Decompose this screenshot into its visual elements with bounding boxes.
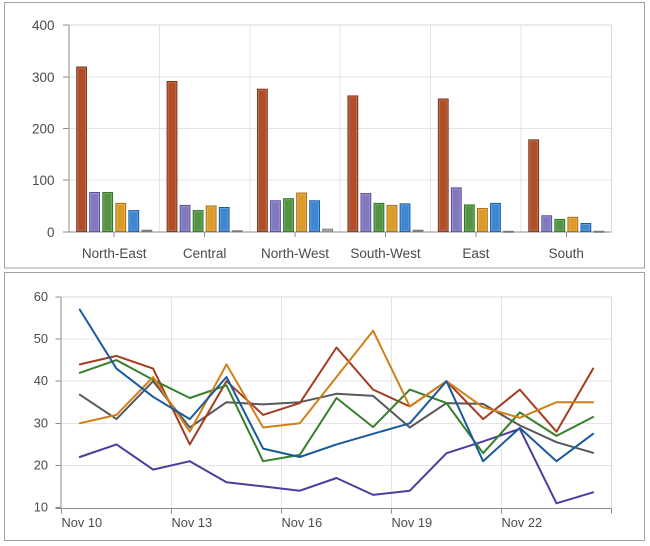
svg-text:0: 0 [47,225,55,240]
svg-text:Nov 22: Nov 22 [502,515,543,530]
svg-text:North-West: North-West [261,246,329,261]
svg-text:South: South [549,246,584,261]
svg-text:Nov 10: Nov 10 [62,515,103,530]
svg-text:50: 50 [34,331,48,346]
svg-text:East: East [462,246,489,261]
svg-text:300: 300 [32,70,55,85]
svg-text:Nov 19: Nov 19 [392,515,433,530]
svg-text:30: 30 [34,415,48,430]
svg-text:10: 10 [34,500,48,515]
svg-text:Central: Central [183,246,227,261]
svg-text:40: 40 [34,373,48,388]
svg-text:400: 400 [32,18,55,33]
svg-text:Nov 13: Nov 13 [172,515,213,530]
svg-text:60: 60 [34,289,48,304]
svg-text:20: 20 [34,457,48,472]
svg-text:200: 200 [32,122,55,137]
svg-text:South-West: South-West [350,246,421,261]
svg-text:North-East: North-East [82,246,147,261]
svg-text:Nov 16: Nov 16 [282,515,323,530]
svg-text:100: 100 [32,173,55,188]
